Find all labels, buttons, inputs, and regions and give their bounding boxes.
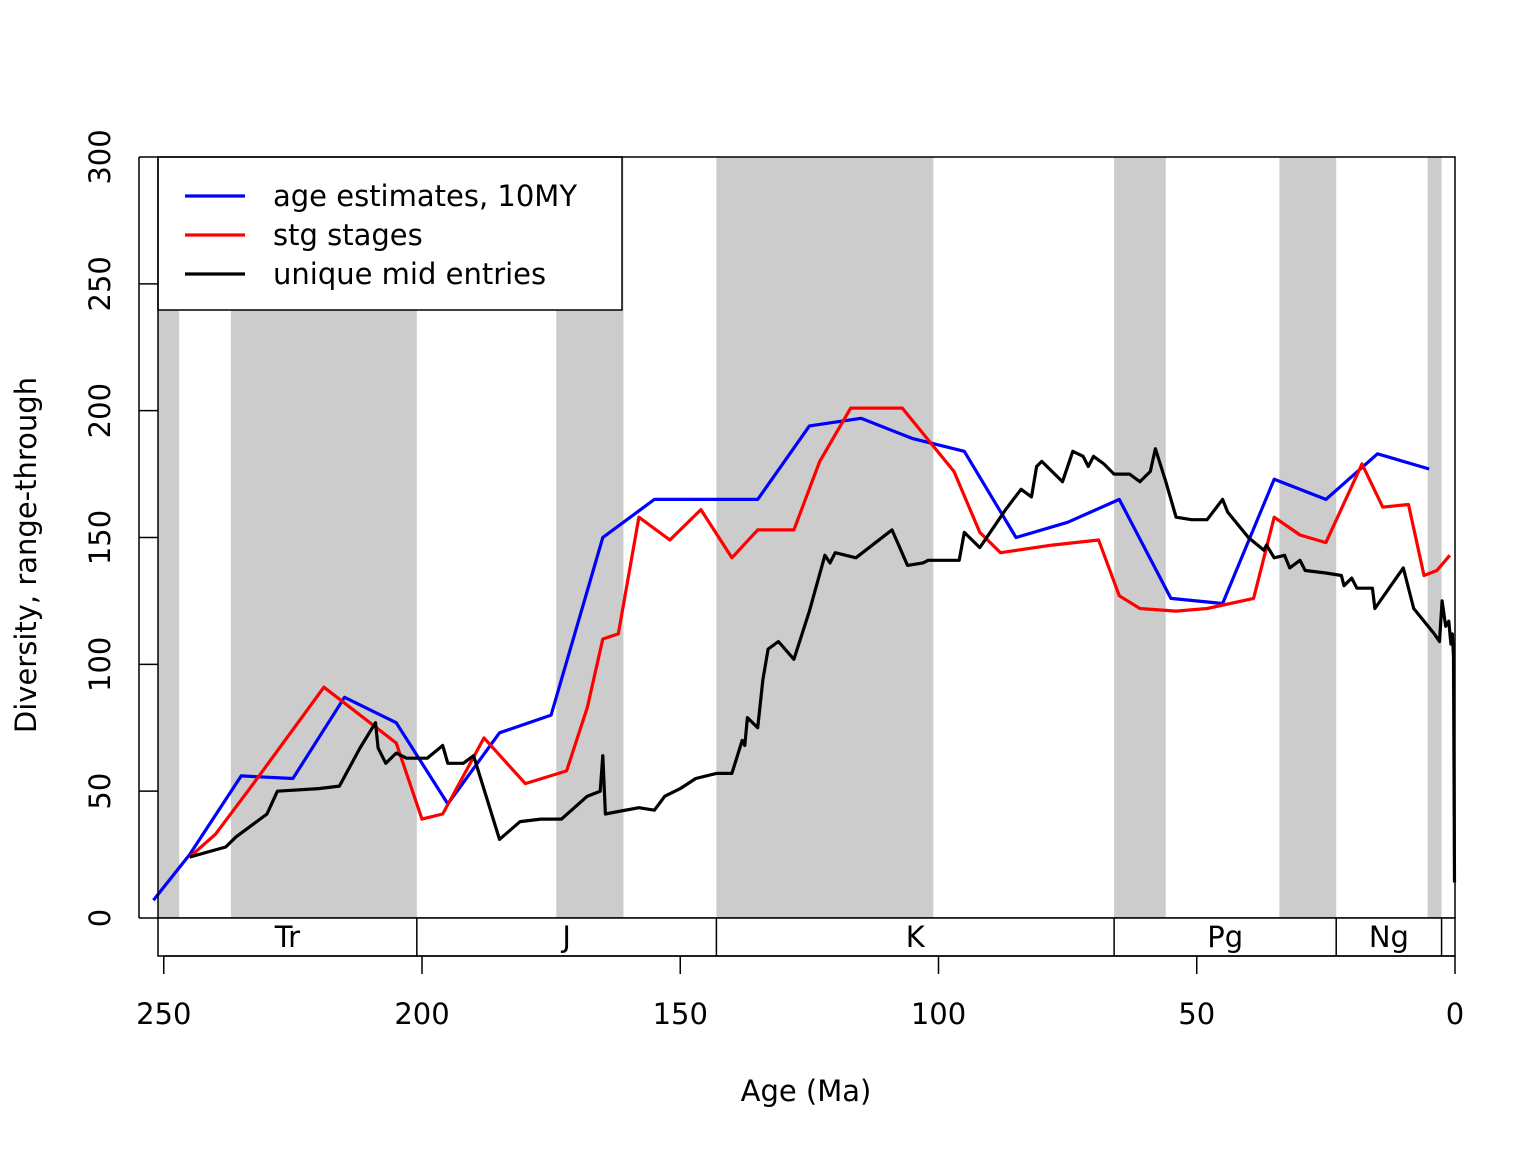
period-bar-frame <box>157 917 1456 957</box>
series-lines <box>152 406 1457 902</box>
y-tick-label: 300 <box>83 129 117 184</box>
x-tick-label: 200 <box>394 997 449 1031</box>
x-tick-label: 250 <box>136 997 191 1031</box>
shaded-interval <box>1427 157 1442 918</box>
shaded-interval <box>158 157 180 918</box>
y-tick-label: 250 <box>83 256 117 311</box>
period-bar: Tr J K Pg Ng <box>157 917 1456 957</box>
series-line <box>189 447 1457 883</box>
y-axis: 0 50 100 150 200 250 300 <box>83 129 158 927</box>
period-label: Ng <box>1369 920 1409 954</box>
x-tick-label: 0 <box>1446 997 1464 1031</box>
period-label: K <box>906 920 926 954</box>
y-tick-label: 50 <box>83 773 117 810</box>
shaded-intervals <box>158 157 1442 918</box>
legend-label: unique mid entries <box>273 257 546 291</box>
x-tick-label: 100 <box>911 997 966 1031</box>
x-tick-label: 50 <box>1178 997 1215 1031</box>
x-axis: 250 200 150 100 50 0 <box>136 955 1464 1031</box>
period-label: J <box>560 920 571 954</box>
x-axis-title: Age (Ma) <box>741 1074 872 1108</box>
x-tick-label: 150 <box>653 997 708 1031</box>
series-line <box>152 416 1430 902</box>
period-label: Pg <box>1207 920 1243 954</box>
legend: age estimates, 10MY stg stages unique mid … <box>157 156 623 311</box>
series-line <box>188 406 1452 859</box>
y-tick-label: 0 <box>83 909 117 927</box>
y-tick-label: 150 <box>83 510 117 565</box>
legend-label: age estimates, 10MY <box>273 179 577 213</box>
y-tick-label: 100 <box>83 637 117 692</box>
legend-label: stg stages <box>273 218 423 252</box>
y-tick-label: 200 <box>83 383 117 438</box>
y-axis-title: Diversity, range-through <box>9 377 43 733</box>
period-label: Tr <box>274 920 300 954</box>
